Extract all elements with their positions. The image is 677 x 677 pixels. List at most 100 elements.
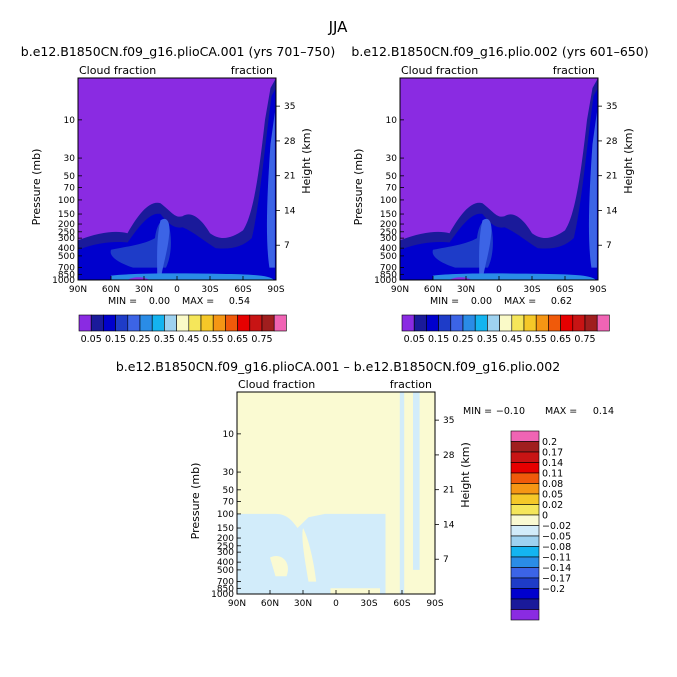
y-tick-label: 300: [58, 234, 75, 244]
colorbar-cell: [523, 314, 537, 332]
y2-tick-label: 7: [443, 555, 449, 565]
y2-tick-label: 28: [284, 137, 296, 147]
colorbar-cell: [499, 314, 513, 332]
colorbar-cell: [139, 314, 153, 332]
colorbar-label: −0.14: [542, 563, 571, 574]
y2-tick-label: 7: [284, 241, 290, 251]
x-tick-label: 30N: [294, 599, 312, 609]
x-tick-label: 30N: [457, 285, 475, 295]
colorbar-cell: [535, 314, 549, 332]
colorbar-label: 0.02: [542, 500, 563, 511]
colorbar-label: −0.2: [542, 584, 565, 595]
diff-positive-4: [407, 576, 416, 594]
max-value: 0.62: [551, 296, 572, 307]
min-value: 0.00: [471, 296, 492, 307]
colorbar-cell: [548, 314, 561, 332]
colorbar-cell: [462, 314, 476, 332]
panel-difference: Cloud fraction fraction 90N 60N 30N 0 30S 60S 90…: [189, 378, 614, 621]
x-tick-label: 90N: [391, 285, 409, 295]
left-label: Cloud fraction: [401, 64, 478, 77]
colorbar-label: 0.35: [154, 334, 175, 345]
y2-tick-label: 7: [606, 241, 612, 251]
y2-axis-label: Height (km): [459, 442, 472, 508]
colorbar-label: 0.17: [542, 448, 563, 459]
x-tick-label: 30S: [523, 285, 540, 295]
y-tick-label: 100: [58, 196, 75, 206]
colorbar-cell: [510, 504, 540, 516]
y-tick-label: 100: [380, 196, 397, 206]
y-tick-label: 50: [386, 172, 398, 182]
y-tick-label: 400: [380, 244, 397, 254]
colorbar-cell: [438, 314, 452, 332]
y2-tick-label: 21: [606, 172, 617, 182]
colorbar-label: 0.25: [452, 334, 473, 345]
min-label: MIN =: [463, 406, 492, 417]
y-tick-label: 150: [217, 524, 234, 534]
min-value: 0.00: [149, 296, 170, 307]
min-label: MIN =: [108, 296, 137, 307]
colorbar-cell: [212, 314, 226, 332]
x-tick-label: 60S: [393, 599, 410, 609]
x-tick-label: 0: [333, 599, 339, 609]
colorbar-cell: [510, 441, 540, 453]
diff-negative-2: [413, 392, 420, 570]
colorbar-cell: [510, 556, 540, 568]
x-tick-label: 0: [174, 285, 180, 295]
y-tick-label: 500: [217, 566, 234, 576]
cloud-contour-4: [588, 112, 597, 268]
colorbar-cell: [510, 430, 540, 442]
colorbar-label: −0.11: [542, 553, 571, 564]
colorbar-label: 0.45: [501, 334, 522, 345]
y-tick-label: 200: [380, 220, 397, 230]
colorbar-cell: [188, 314, 202, 332]
x-tick-label: 90N: [69, 285, 87, 295]
colorbar-cell: [78, 314, 92, 332]
colorbar-label: 0.25: [129, 334, 150, 345]
right-label: fraction: [231, 64, 273, 77]
colorbar-label: 0.65: [227, 334, 248, 345]
y-tick-label: 10: [386, 116, 398, 126]
x-tick-label: 60N: [102, 285, 120, 295]
y-tick-label: 10: [223, 430, 235, 440]
y2-tick-label: 35: [606, 102, 617, 112]
cloud-contour-5: [433, 273, 596, 280]
colorbar-cell: [90, 314, 104, 332]
panel-title: b.e12.B1850CN.f09_g16.plio.002 (yrs 601–…: [351, 44, 648, 59]
colorbar-label: 0.11: [542, 469, 563, 480]
colorbar-cell: [510, 525, 540, 537]
colorbar-cell: [225, 314, 238, 332]
colorbar-cell: [413, 314, 427, 332]
x-tick-label: 60N: [424, 285, 442, 295]
colorbar-cell: [511, 314, 525, 332]
y2-tick-label: 21: [284, 172, 295, 182]
colorbar-label: 0: [542, 511, 548, 522]
y-tick-label: 1000: [374, 276, 397, 286]
colorbar-label: −0.17: [542, 574, 571, 585]
diff-positive-2: [330, 588, 380, 594]
colorbar-cell: [487, 314, 500, 332]
colorbar-label: 0.15: [428, 334, 449, 345]
x-tick-label: 90S: [426, 599, 443, 609]
colorbar-cell: [450, 314, 464, 332]
panel-plioCA: b.e12.B1850CN.f09_g16.plioCA.001 (yrs 70…: [21, 44, 335, 345]
colorbar-cell: [510, 493, 540, 505]
colorbar-cell: [510, 577, 540, 589]
y-tick-label: 150: [380, 210, 397, 220]
x-tick-label: 30S: [360, 599, 377, 609]
colorbar-cell: [510, 546, 540, 558]
y-tick-label: 50: [223, 486, 235, 496]
y-tick-label: 300: [380, 234, 397, 244]
y-tick-label: 1000: [211, 590, 234, 600]
colorbar-label: 0.05: [542, 490, 563, 501]
colorbar-cell: [151, 314, 165, 332]
y-tick-label: 70: [386, 184, 398, 194]
y-tick-label: 850: [58, 270, 75, 280]
y-tick-label: 150: [58, 210, 75, 220]
colorbar-label: 0.14: [542, 458, 563, 469]
colorbar-cell: [200, 314, 214, 332]
colorbar-cell: [510, 472, 540, 484]
y-tick-label: 400: [58, 244, 75, 254]
colorbar-cell: [510, 535, 540, 547]
cloud-contour-1: [78, 88, 276, 280]
colorbar-label: 0.65: [550, 334, 571, 345]
